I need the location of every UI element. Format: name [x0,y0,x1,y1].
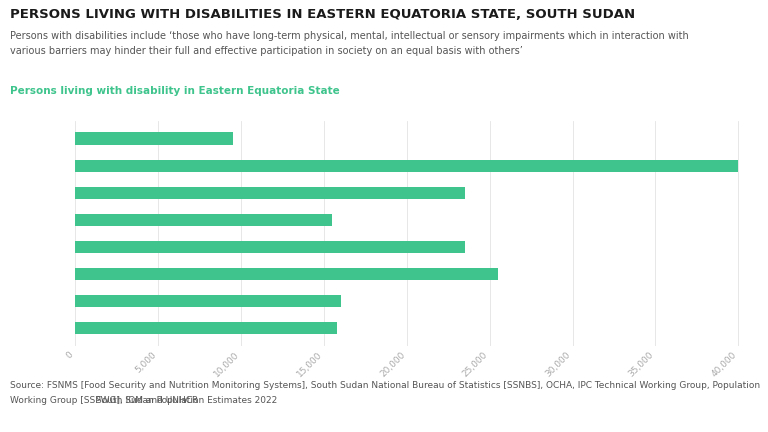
Bar [75,187,465,199]
Bar [75,268,498,280]
Bar [75,214,333,226]
Bar [75,241,465,253]
Text: PERSONS LIVING WITH DISABILITIES IN EASTERN EQUATORIA STATE, SOUTH SUDAN: PERSONS LIVING WITH DISABILITIES IN EAST… [10,8,635,21]
Text: various barriers may hinder their full and effective participation in society on: various barriers may hinder their full a… [10,46,523,56]
Bar [75,322,337,334]
Text: Persons with disabilities include ‘those who have long-term physical, mental, in: Persons with disabilities include ‘those… [10,31,689,41]
Bar [75,295,340,307]
Bar [75,159,738,172]
Text: Working Group [SSPWG], IOM and UNHCR: Working Group [SSPWG], IOM and UNHCR [10,396,201,405]
Text: Source: FSNMS [Food Security and Nutrition Monitoring Systems], South Sudan Nati: Source: FSNMS [Food Security and Nutriti… [10,381,760,390]
Text: South Sudan Population Estimates 2022: South Sudan Population Estimates 2022 [95,396,277,405]
Bar [75,133,233,145]
Text: Persons living with disability in Eastern Equatoria State: Persons living with disability in Easter… [10,86,339,96]
